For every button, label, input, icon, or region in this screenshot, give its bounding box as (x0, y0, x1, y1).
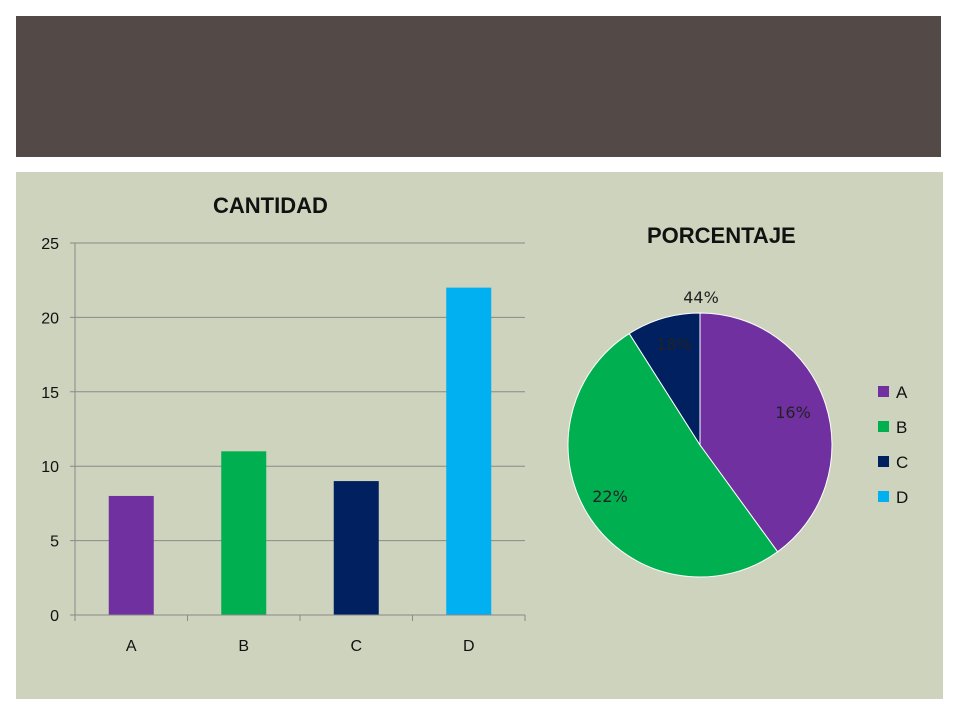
legend-swatch (878, 456, 889, 467)
legend-label: A (896, 383, 908, 402)
pie-slice-a (699, 312, 833, 553)
legend-label: D (896, 488, 908, 507)
x-tick-label: B (238, 638, 249, 655)
pie-data-label: 44% (683, 288, 719, 307)
pie-slice-c (628, 312, 701, 447)
pie-data-label: 22% (592, 487, 628, 506)
pie-chart-title: PORCENTAJE (647, 223, 796, 248)
bar-c (333, 481, 379, 615)
legend-swatch (878, 421, 889, 432)
legend-label: C (896, 453, 908, 472)
slide-title-band (16, 16, 941, 157)
bar-b (221, 451, 267, 615)
y-tick-label: 10 (41, 459, 59, 476)
legend-swatch (878, 491, 889, 502)
x-tick-label: D (463, 638, 475, 655)
x-tick-label: C (350, 638, 362, 655)
y-tick-label: 0 (50, 608, 59, 625)
bar-chart-title: CANTIDAD (213, 193, 328, 218)
y-tick-label: 25 (41, 236, 59, 253)
legend-swatch (878, 386, 889, 397)
bar-d (446, 287, 492, 615)
x-tick-label: A (126, 638, 137, 655)
bar-a (108, 495, 154, 615)
pie-slice-b (567, 332, 779, 578)
y-tick-label: 5 (50, 534, 59, 551)
y-tick-label: 15 (41, 385, 59, 402)
pie-data-label: 18% (656, 335, 692, 354)
y-tick-label: 20 (41, 310, 59, 327)
pie-data-label: 16% (775, 403, 811, 422)
legend-label: B (896, 418, 907, 437)
